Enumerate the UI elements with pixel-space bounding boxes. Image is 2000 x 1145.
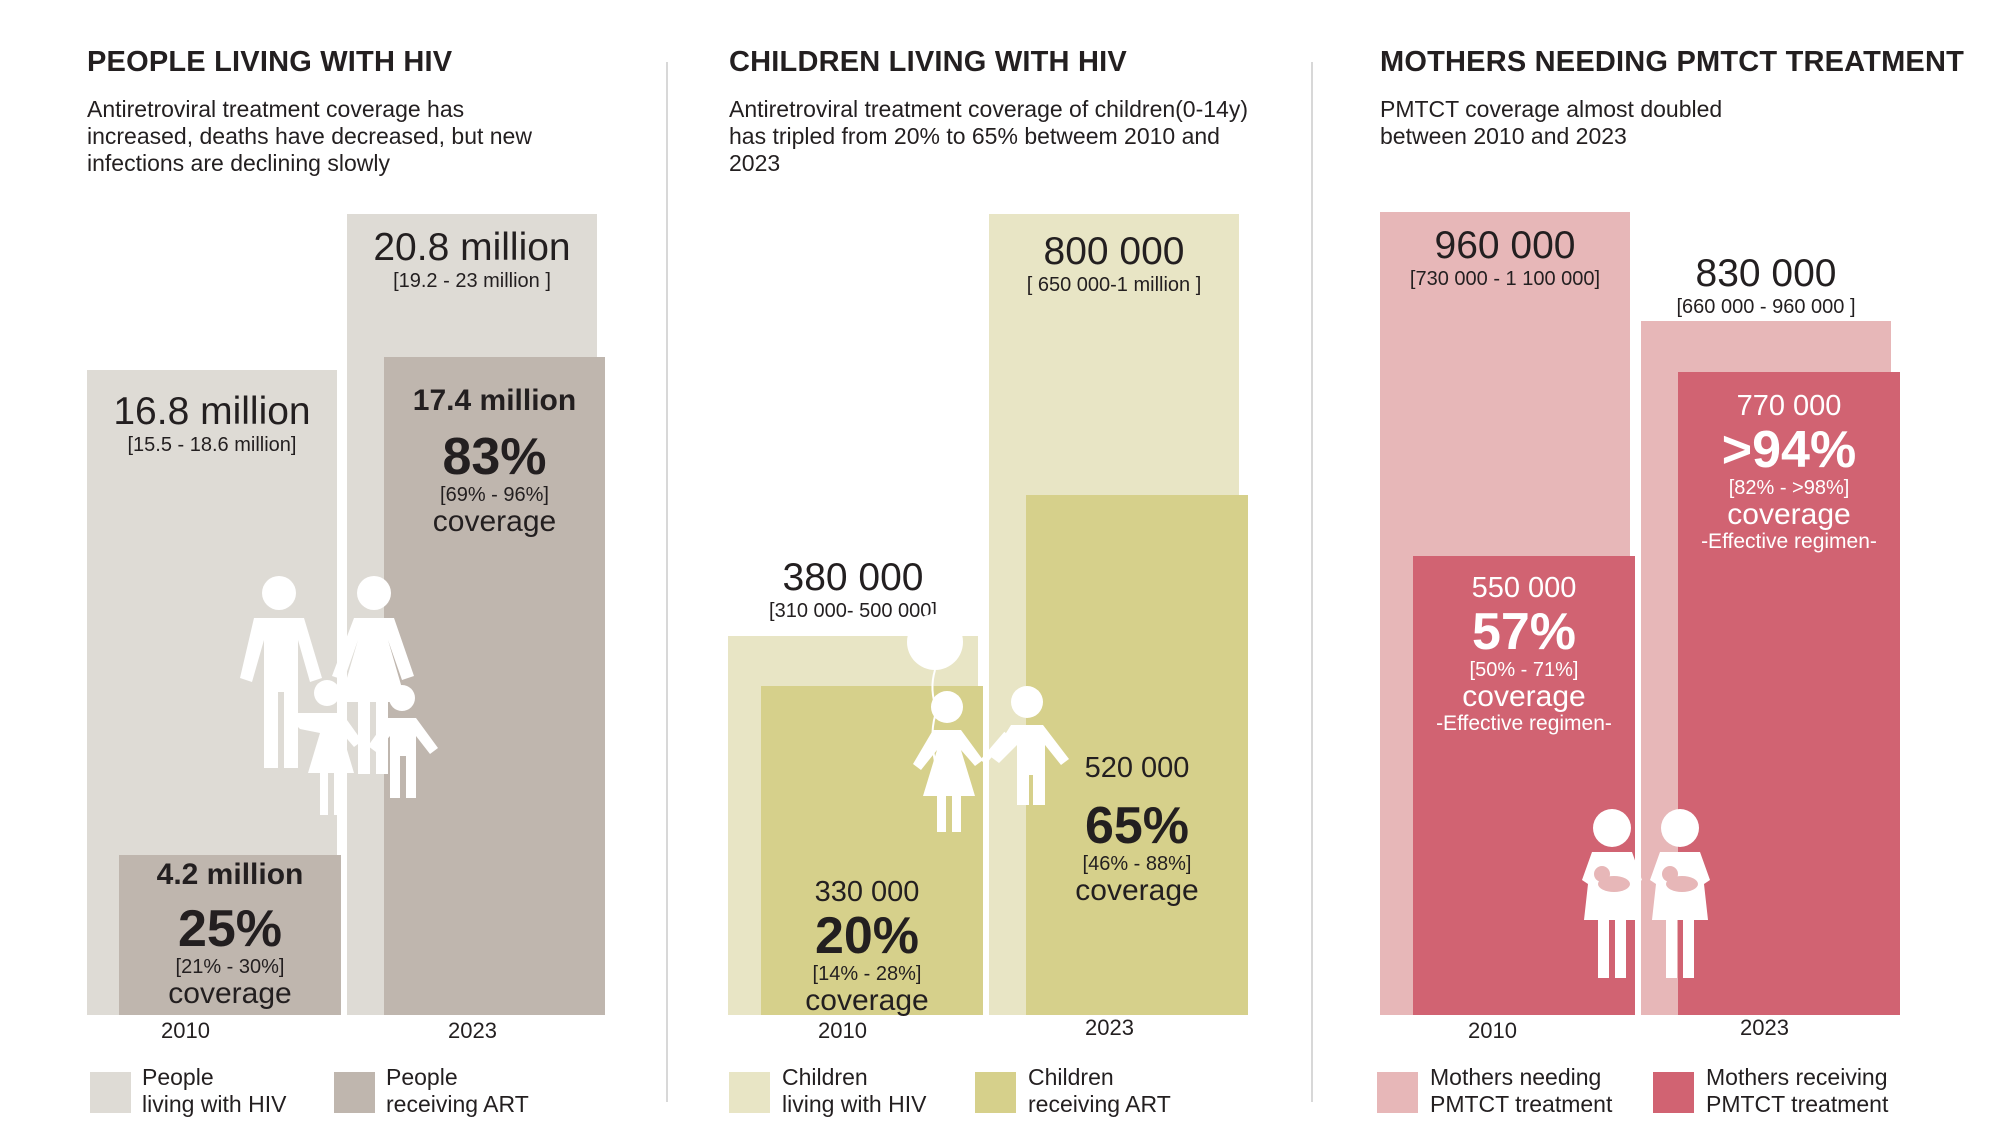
value-label: 800 000 (1043, 230, 1185, 273)
range-label: [660 000 - 960 000 ] (1676, 296, 1856, 318)
range-label: [69% - 96%] (440, 484, 549, 506)
percent-label: 83% (442, 428, 547, 486)
value-label: 16.8 million (113, 390, 311, 433)
label-children-living-2010: 380 000 [310 000- 500 000] (728, 556, 978, 623)
label-children-art-2010: 330 000 20% [14% - 28%] coverage (761, 876, 973, 1016)
children-balloon-figure-icon (907, 614, 1069, 832)
legend-line: People (386, 1064, 458, 1090)
year-label-2023: 2023 (1740, 1015, 1789, 1040)
label-people-art-2010: 4.2 million 25% [21% - 30%] coverage (119, 858, 341, 1009)
label-children-living-2023: 800 000 [ 650 000-1 million ] (989, 230, 1239, 297)
range-label: [82% - >98%] (1728, 477, 1850, 499)
value-label: 830 000 (1695, 252, 1837, 295)
label-mothers-receiving-2023: 770 000 >94% [82% - >98%] coverage -Effe… (1678, 390, 1900, 554)
bar-people-art-2023 (384, 357, 605, 1015)
value-label: 960 000 (1434, 224, 1576, 267)
value-label: 520 000 (1084, 752, 1190, 784)
legend-label-mothers-receiving: Mothers receiving PMTCT treatment (1706, 1064, 1888, 1118)
legend-label-mothers-needing: Mothers needing PMTCT treatment (1430, 1064, 1612, 1118)
legend-label-children-art: Children receiving ART (1028, 1064, 1171, 1118)
legend-swatch-children-living (729, 1072, 770, 1113)
value-label: 17.4 million (412, 384, 577, 417)
label-people-living-2010: 16.8 million [15.5 - 18.6 million] (87, 390, 337, 457)
label-mothers-needing-2010: 960 000 [730 000 - 1 100 000] (1380, 224, 1630, 291)
legend-swatch-mothers-needing (1377, 1072, 1418, 1113)
percent-label: 20% (814, 907, 920, 965)
label-people-living-2023: 20.8 million [19.2 - 23 million ] (347, 226, 597, 293)
percent-label: >94% (1721, 421, 1857, 479)
range-label: [730 000 - 1 100 000] (1409, 268, 1601, 290)
range-label: [ 650 000-1 million ] (1026, 274, 1202, 296)
value-label: 550 000 (1471, 572, 1577, 604)
value-label: 20.8 million (373, 226, 571, 269)
value-label: 770 000 (1736, 390, 1842, 422)
legend-swatch-mothers-receiving (1653, 1072, 1694, 1113)
year-label-2010: 2010 (1468, 1018, 1517, 1043)
panel-title: MOTHERS NEEDING PMTCT TREATMENT (1380, 46, 1965, 78)
label-mothers-receiving-2010: 550 000 57% [50% - 71%] coverage -Effect… (1413, 572, 1635, 736)
range-label: [14% - 28%] (812, 963, 922, 985)
coverage-label: coverage (432, 505, 557, 538)
range-label: [50% - 71%] (1469, 659, 1579, 681)
range-label: [19.2 - 23 million ] (393, 270, 551, 292)
year-label-2010: 2010 (161, 1018, 210, 1043)
panel-title: PEOPLE LIVING WITH HIV (87, 46, 453, 78)
bar-mothers-receiving-2023 (1678, 372, 1900, 1015)
legend-line: receiving ART (1028, 1091, 1171, 1117)
range-label: [46% - 88%] (1082, 853, 1192, 875)
value-label: 380 000 (782, 556, 924, 599)
label-people-art-2023: 17.4 million 83% [69% - 96%] coverage (384, 384, 605, 537)
label-children-art-2023: 520 000 65% [46% - 88%] coverage (1026, 752, 1248, 906)
legend-swatch-children-art (975, 1072, 1016, 1113)
legend-label-people-living: People living with HIV (142, 1064, 286, 1118)
family-figure-icon (240, 576, 438, 815)
range-label: [15.5 - 18.6 million] (127, 434, 297, 456)
coverage-label: coverage (1727, 498, 1851, 531)
legend-label-people-art: People receiving ART (386, 1064, 529, 1118)
legend-swatch-people-art (334, 1072, 375, 1113)
percent-label: 57% (1471, 603, 1577, 661)
panel-subtitle: PMTCT coverage almost doubled between 20… (1380, 96, 1723, 149)
year-label-2010: 2010 (818, 1018, 867, 1043)
panel-subtitle: Antiretroviral treatment coverage of chi… (729, 96, 1249, 176)
label-mothers-needing-2023: 830 000 [660 000 - 960 000 ] (1641, 252, 1891, 319)
panel-title: CHILDREN LIVING WITH HIV (729, 46, 1127, 78)
year-label-2023: 2023 (448, 1018, 497, 1043)
legend-line: Children (1028, 1064, 1114, 1090)
percent-label: 25% (177, 900, 283, 958)
legend-line: receiving ART (386, 1091, 529, 1117)
coverage-label: coverage (1462, 680, 1586, 713)
legend-line: Mothers needing (1430, 1064, 1602, 1090)
coverage-label: coverage (168, 977, 292, 1010)
legend-line: PMTCT treatment (1706, 1091, 1889, 1117)
range-label: [310 000- 500 000] (769, 600, 937, 622)
panel-separator (1311, 62, 1313, 1102)
percent-label: 65% (1084, 797, 1190, 855)
legend-line: living with HIV (142, 1091, 287, 1117)
panel-subtitle: Antiretroviral treatment coverage has in… (87, 96, 532, 176)
legend-label-children-living: Children living with HIV (782, 1064, 926, 1118)
value-label: 4.2 million (156, 858, 304, 891)
range-label: [21% - 30%] (175, 956, 285, 978)
effective-regimen-label: -Effective regimen- (1701, 530, 1877, 553)
panel-separator (666, 62, 668, 1102)
legend-line: People (142, 1064, 214, 1090)
coverage-label: coverage (1075, 874, 1199, 907)
bar-people-art-2010 (119, 855, 341, 1015)
legend-line: PMTCT treatment (1430, 1091, 1613, 1117)
coverage-label: coverage (805, 984, 929, 1017)
legend-line: Children (782, 1064, 868, 1090)
value-label: 330 000 (814, 876, 920, 908)
legend-swatch-people-living (90, 1072, 131, 1113)
legend-line: Mothers receiving (1706, 1064, 1888, 1090)
mothers-with-babies-icon (1582, 809, 1710, 978)
year-label-2023: 2023 (1085, 1015, 1134, 1040)
effective-regimen-label: -Effective regimen- (1436, 712, 1612, 735)
legend-line: living with HIV (782, 1091, 927, 1117)
